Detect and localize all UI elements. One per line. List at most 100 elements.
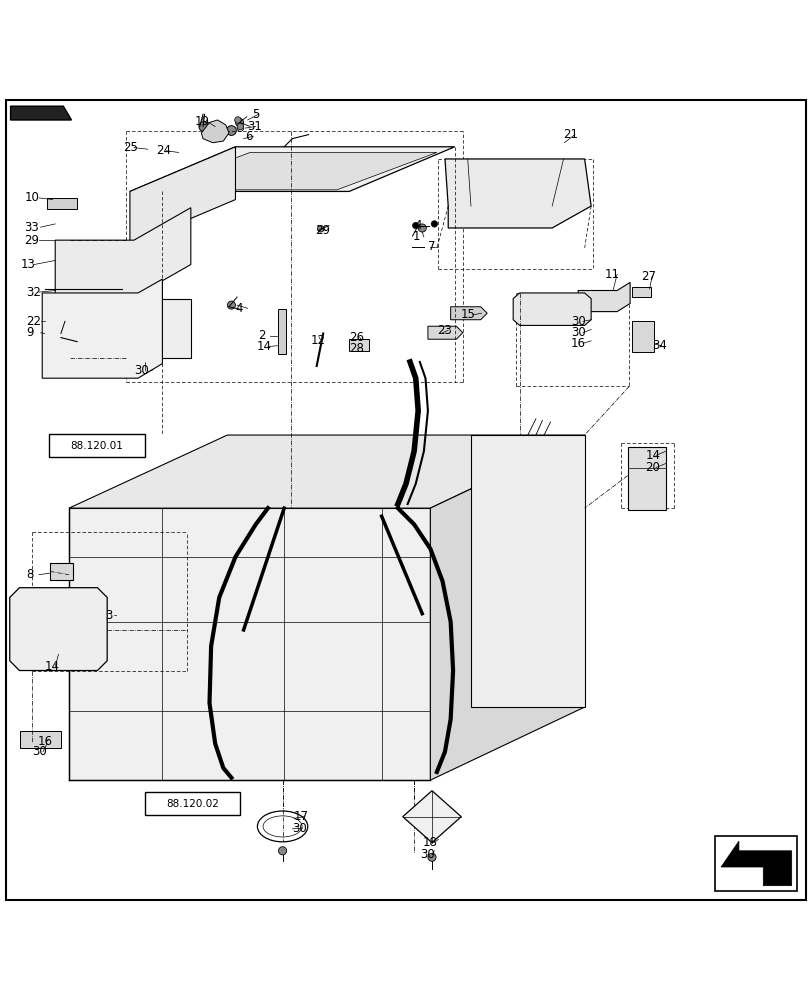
Circle shape xyxy=(237,123,243,130)
Text: 4: 4 xyxy=(235,302,242,315)
Text: 12: 12 xyxy=(311,334,325,347)
Circle shape xyxy=(24,735,32,744)
Polygon shape xyxy=(402,791,461,843)
Circle shape xyxy=(52,199,62,208)
Text: 25: 25 xyxy=(123,141,138,154)
Text: 29: 29 xyxy=(24,234,39,247)
Polygon shape xyxy=(150,152,436,190)
Circle shape xyxy=(89,636,151,697)
Circle shape xyxy=(210,127,217,134)
Polygon shape xyxy=(513,293,590,325)
Circle shape xyxy=(212,688,274,750)
Polygon shape xyxy=(55,299,191,358)
Circle shape xyxy=(258,498,277,518)
Polygon shape xyxy=(55,208,191,297)
Circle shape xyxy=(55,356,67,368)
Text: 30: 30 xyxy=(570,326,585,339)
Circle shape xyxy=(81,550,159,628)
Text: 20: 20 xyxy=(645,461,659,474)
Polygon shape xyxy=(450,307,487,320)
Text: 8: 8 xyxy=(26,568,33,581)
Text: 2: 2 xyxy=(258,329,265,342)
Circle shape xyxy=(109,612,115,619)
Circle shape xyxy=(147,364,153,371)
Circle shape xyxy=(278,847,286,855)
Polygon shape xyxy=(349,339,369,351)
Text: 10: 10 xyxy=(24,191,39,204)
Polygon shape xyxy=(430,435,584,780)
Circle shape xyxy=(431,221,437,227)
Text: 15: 15 xyxy=(460,308,474,321)
Text: 24: 24 xyxy=(156,144,170,157)
Polygon shape xyxy=(20,731,61,748)
Polygon shape xyxy=(627,447,665,510)
Polygon shape xyxy=(11,106,71,120)
Circle shape xyxy=(235,118,243,126)
Circle shape xyxy=(341,573,389,622)
Polygon shape xyxy=(577,282,629,312)
Text: 3: 3 xyxy=(105,609,113,622)
Text: 26: 26 xyxy=(349,331,363,344)
Text: 9: 9 xyxy=(26,326,33,339)
Text: 23: 23 xyxy=(436,324,451,337)
Polygon shape xyxy=(130,147,454,191)
Circle shape xyxy=(226,126,236,135)
Text: 30: 30 xyxy=(134,364,148,377)
Text: 33: 33 xyxy=(24,221,39,234)
Circle shape xyxy=(227,301,235,309)
Text: 16: 16 xyxy=(570,337,585,350)
Bar xyxy=(631,321,654,352)
Polygon shape xyxy=(130,147,235,244)
Text: 88.120.01: 88.120.01 xyxy=(70,441,123,451)
Text: 21: 21 xyxy=(563,128,577,141)
Text: 13: 13 xyxy=(20,258,35,271)
Bar xyxy=(50,563,73,580)
Polygon shape xyxy=(444,159,590,228)
Circle shape xyxy=(206,128,219,141)
Polygon shape xyxy=(10,588,107,671)
Circle shape xyxy=(412,222,418,229)
Circle shape xyxy=(427,853,436,861)
Text: 16: 16 xyxy=(37,735,52,748)
Circle shape xyxy=(209,498,229,518)
Text: 88.120.02: 88.120.02 xyxy=(165,799,219,809)
Bar xyxy=(49,434,144,457)
Bar xyxy=(714,836,796,891)
Text: 14: 14 xyxy=(645,449,659,462)
Text: 34: 34 xyxy=(651,339,666,352)
Circle shape xyxy=(317,226,324,232)
Text: 6: 6 xyxy=(245,130,252,143)
Circle shape xyxy=(211,597,276,662)
Circle shape xyxy=(234,117,241,123)
Polygon shape xyxy=(69,508,430,780)
Text: 30: 30 xyxy=(32,745,47,758)
Polygon shape xyxy=(42,279,162,378)
Text: 29: 29 xyxy=(315,224,329,237)
Polygon shape xyxy=(427,326,462,339)
Circle shape xyxy=(523,309,531,317)
Text: 27: 27 xyxy=(641,270,655,283)
Polygon shape xyxy=(470,435,584,707)
Text: 14: 14 xyxy=(256,340,271,353)
Bar xyxy=(144,792,240,815)
Text: 32: 32 xyxy=(26,286,41,299)
Circle shape xyxy=(96,719,144,768)
Circle shape xyxy=(342,656,388,701)
Polygon shape xyxy=(69,435,584,508)
Polygon shape xyxy=(47,198,77,209)
Text: 7: 7 xyxy=(427,240,435,253)
Text: 1: 1 xyxy=(412,230,419,243)
Text: 14: 14 xyxy=(45,660,59,673)
Text: 18: 18 xyxy=(422,836,436,849)
Text: 19: 19 xyxy=(195,115,209,128)
Text: 17: 17 xyxy=(294,810,308,823)
Polygon shape xyxy=(720,841,791,886)
Bar xyxy=(277,309,285,354)
Circle shape xyxy=(418,224,426,232)
Circle shape xyxy=(522,318,529,325)
Polygon shape xyxy=(201,120,229,143)
Text: 30: 30 xyxy=(570,315,585,328)
Text: 28: 28 xyxy=(349,342,363,355)
Circle shape xyxy=(199,122,208,131)
Text: 4: 4 xyxy=(414,219,421,232)
